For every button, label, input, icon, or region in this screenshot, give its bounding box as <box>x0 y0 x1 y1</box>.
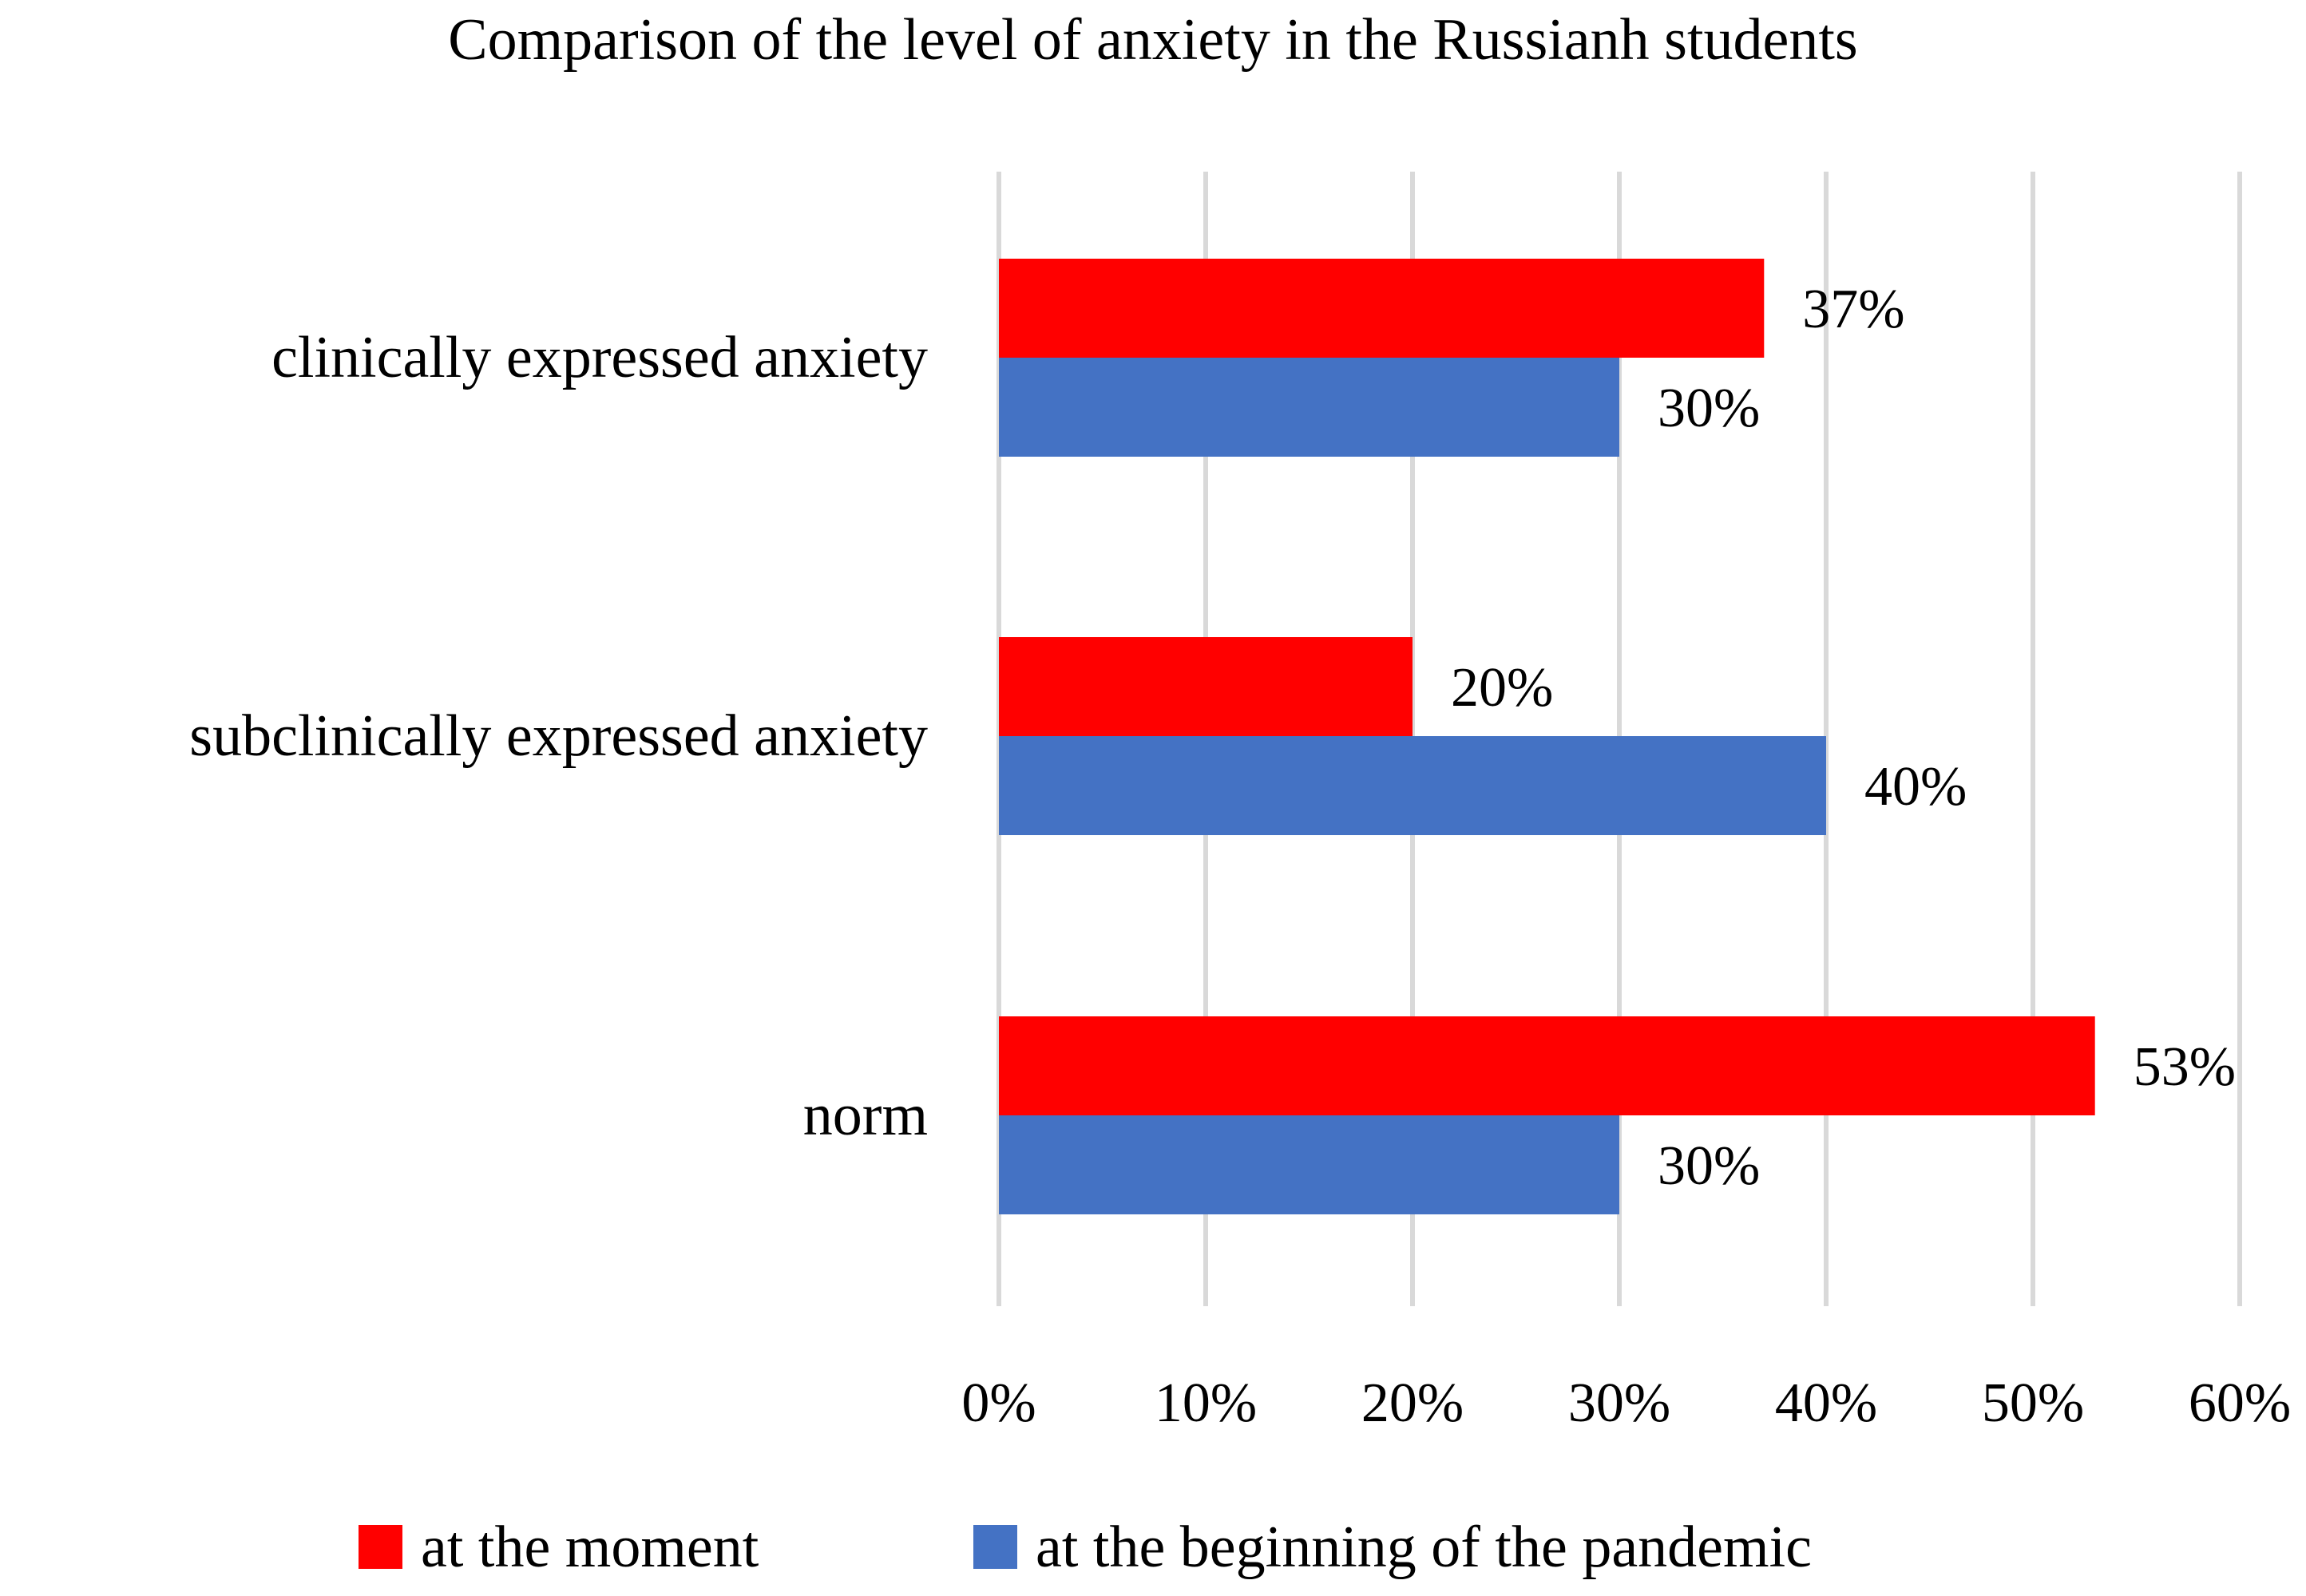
data-label: 37% <box>1802 279 1904 340</box>
legend-swatch <box>973 1525 1017 1569</box>
category-label: norm <box>803 1083 928 1148</box>
data-label: 30% <box>1658 378 1760 439</box>
bar-beginning-of-pandemic <box>999 736 1826 835</box>
bars <box>999 259 2095 1214</box>
chart-title: Comparison of the level of anxiety in th… <box>448 7 1857 73</box>
bar-at-the-moment <box>999 637 1413 736</box>
category-axis: clinically expressed anxiety subclinicall… <box>189 325 928 1148</box>
x-tick-label: 10% <box>1155 1372 1257 1434</box>
data-labels: 37% 30% 20% 40% 53% 30% <box>1451 279 2236 1197</box>
bar-beginning-of-pandemic <box>999 358 1619 457</box>
category-label: clinically expressed anxiety <box>271 325 928 390</box>
legend-swatch <box>359 1525 402 1569</box>
x-tick-label: 0% <box>961 1372 1036 1434</box>
data-label: 40% <box>1864 756 1967 818</box>
data-label: 53% <box>2134 1036 2236 1098</box>
legend: at the moment at the beginning of the pan… <box>359 1515 1812 1580</box>
x-tick-label: 20% <box>1361 1372 1464 1434</box>
legend-label: at the beginning of the pandemic <box>1036 1515 1812 1580</box>
bar-beginning-of-pandemic <box>999 1115 1619 1214</box>
x-tick-label: 50% <box>1982 1372 2084 1434</box>
data-label: 30% <box>1658 1135 1760 1197</box>
x-tick-label: 60% <box>2189 1372 2291 1434</box>
value-axis: 0% 10% 20% 30% 40% 50% 60% <box>961 1372 2291 1434</box>
data-label: 20% <box>1451 657 1553 719</box>
category-label: subclinically expressed anxiety <box>189 703 928 769</box>
bar-at-the-moment <box>999 1016 2095 1115</box>
legend-label: at the moment <box>421 1515 759 1580</box>
x-tick-label: 40% <box>1775 1372 1877 1434</box>
bar-at-the-moment <box>999 259 1765 358</box>
x-tick-label: 30% <box>1568 1372 1670 1434</box>
